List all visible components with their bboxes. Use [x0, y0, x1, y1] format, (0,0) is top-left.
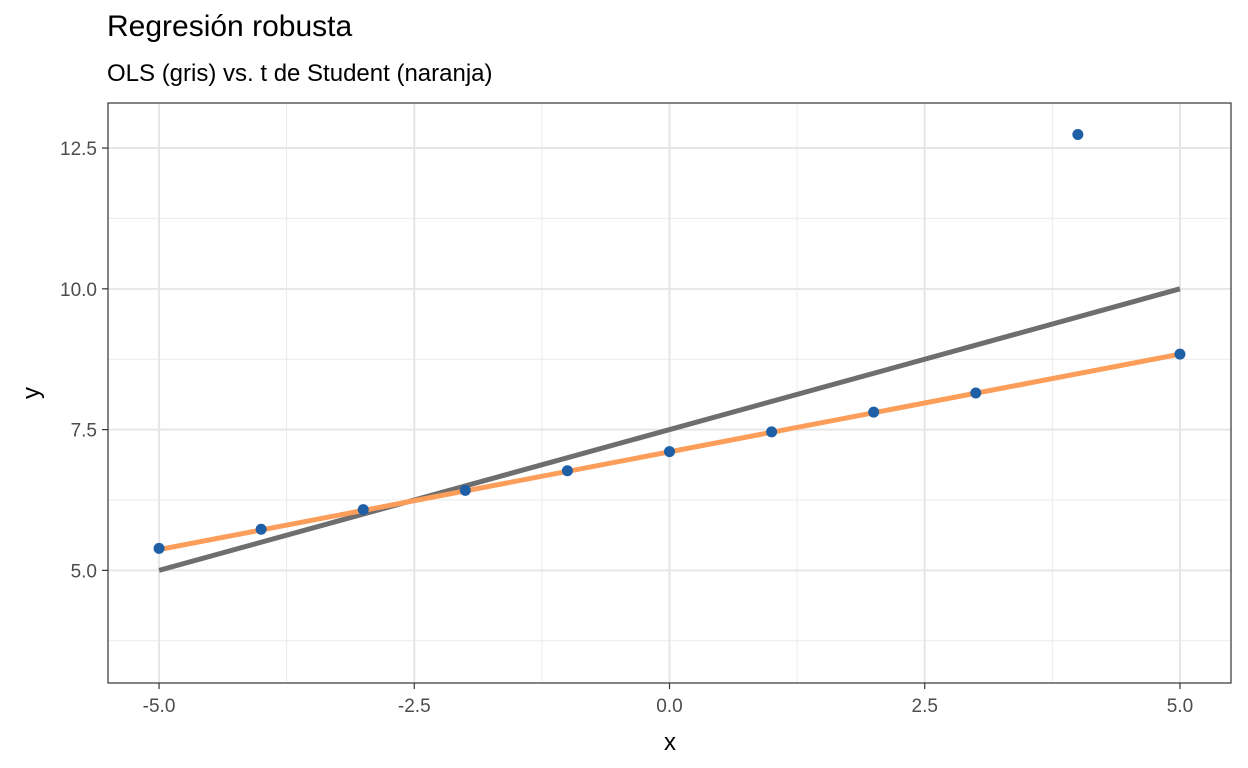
- y-axis-title: y: [18, 387, 45, 399]
- data-point: [970, 387, 982, 399]
- grid-major: [108, 103, 1231, 683]
- y-tick-label: 5.0: [71, 561, 97, 582]
- chart-subtitle: OLS (gris) vs. t de Student (naranja): [107, 60, 493, 87]
- data-point: [1174, 348, 1186, 360]
- x-tick-label: -5.0: [143, 696, 176, 717]
- data-point: [868, 406, 880, 418]
- data-point: [357, 504, 369, 516]
- x-axis-title: x: [664, 729, 676, 756]
- x-tick-label: 2.5: [912, 696, 938, 717]
- x-tick-label: -2.5: [398, 696, 431, 717]
- data-point: [1072, 129, 1084, 141]
- chart-title: Regresión robusta: [107, 10, 353, 43]
- data-point: [664, 446, 675, 458]
- y-tick-label: 10.0: [60, 280, 97, 301]
- data-point: [153, 542, 165, 554]
- y-tick-label: 7.5: [71, 421, 97, 442]
- y-axis: 5.0 7.5 10.0 12.5: [60, 139, 108, 582]
- x-tick-label: 5.0: [1167, 696, 1193, 717]
- series-points: [153, 129, 1186, 554]
- data-point: [459, 484, 471, 496]
- x-tick-label: 0.0: [656, 696, 682, 717]
- data-point: [766, 426, 778, 438]
- x-axis: -5.0 -2.5 0.0 2.5 5.0: [143, 683, 1193, 717]
- data-point: [561, 465, 573, 477]
- ols-fit-line: [158, 286, 1181, 573]
- y-tick-label: 12.5: [60, 139, 97, 160]
- data-point: [255, 523, 267, 535]
